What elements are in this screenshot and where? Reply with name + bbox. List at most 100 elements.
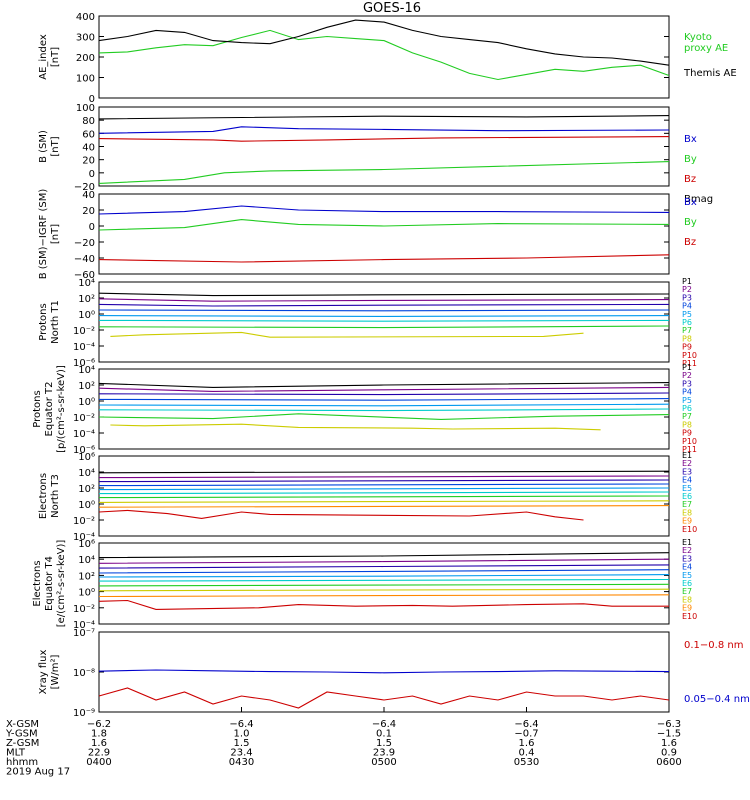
ytick-label: 10⁻² [73,413,95,424]
legend-label: By [684,217,697,228]
legend-label: Bz [684,237,696,248]
series-line-p1 [98,292,670,297]
ytick-label: 200 [76,53,95,64]
footer-value: −6.4 [229,719,253,730]
ytick-label: 10² [78,571,95,582]
ytick-label: 20 [82,206,95,217]
series-line-p4 [98,309,670,312]
series-line-e3 [98,564,670,569]
ytick-label: 10⁶ [78,452,95,463]
series-line-e4 [98,569,670,574]
footer-value: 0400 [86,757,111,768]
ytick-label: 80 [82,116,95,127]
ylabel: North T3 [50,474,61,518]
footer-value: 1.5 [234,738,250,749]
series-line-e3 [98,479,670,483]
ylabel: Electrons [38,473,49,519]
ylabel: North T1 [50,300,61,344]
series-line-bx [98,126,670,134]
series-line-p2 [98,298,670,302]
series-line-p5 [98,403,670,407]
footer-value: −6.4 [372,719,396,730]
legend-label: P8 [682,420,692,429]
footer-ephemeris: −6.21.81.622.90400−6.41.01.523.40430−6.4… [5,707,682,778]
legend-label: E3 [682,467,692,476]
ytick-label: 10⁻² [73,516,95,527]
legend-label: 0.05−0.4 nm [684,694,750,705]
series-line-0.1−0.8-nm [98,687,670,709]
ylabel: Electrons [32,560,43,606]
legend-label: E6 [682,579,692,588]
footer-row-label: Z-GSM [6,738,39,749]
ytick-label: 0 [89,169,95,180]
panel-7: 10⁻⁴ 10⁻² 10⁰ 10² 10⁴ 10⁶ Electrons Equator T4[… [32,538,697,631]
ytick-label: 60 [82,129,95,140]
series-line-p7 [98,413,670,420]
legend-label: Bz [684,174,696,185]
legend-label: P7 [682,412,692,421]
ytick-label: 10⁴ [78,468,95,479]
legend-label: Bx [684,197,697,208]
series-line-e9 [98,594,670,598]
legend-label: P5 [682,310,692,319]
ytick-label: 40 [82,190,95,201]
ytick-label: 10⁻⁶ [73,445,95,456]
legend-label: E2 [682,459,692,468]
ytick-label: 10² [78,484,95,495]
ytick-label: 10⁶ [78,539,95,550]
series-line-e8 [98,588,670,592]
panel-frame [98,281,670,363]
series-line-bx [98,205,670,215]
series-line-e6 [98,578,670,582]
footer-value: 22.9 [88,748,110,759]
legend-label: E9 [682,517,692,526]
legend-label: P1 [682,277,692,286]
panel-8: 10⁻⁹ 10⁻⁸ 10⁻⁷ Xray flux [W/m²] 0.1−0.8 nm 0.0… [38,628,750,719]
series-line-e6 [98,491,670,495]
legend-label: P2 [682,371,692,380]
footer-value: 0430 [229,757,254,768]
series-line-kyoto-proxy-ae [98,29,670,81]
series-line-e1 [98,552,670,559]
ytick-label: 10⁻⁸ [73,668,95,679]
ytick-label: −40 [74,254,95,265]
legend-label: E6 [682,492,692,501]
series-line-p6 [98,319,670,322]
legend-label: E7 [682,587,692,596]
legend-label: P8 [682,334,692,343]
ylabel: [nT] [50,47,61,67]
series-line-by [98,161,670,184]
ytick-label: 10⁰ [78,310,95,321]
series-line-e5 [98,487,670,491]
ytick-label: 10⁴ [78,278,95,289]
legend-label: By [684,154,697,165]
series-line-p8 [110,423,601,431]
ytick-label: 10⁻⁴ [73,620,95,631]
series-line-bmag [98,115,670,120]
footer-value: 23.9 [373,748,395,759]
footer-value: −1.5 [657,729,681,740]
series-line-p5 [98,315,670,317]
legend-label: 0.1−0.8 nm [684,640,743,651]
legend-label: Kyoto [684,32,712,43]
ytick-label: −20 [74,182,95,193]
series-line-p6 [98,408,670,412]
legend-label: E4 [682,476,692,485]
series-line-e7 [98,583,670,587]
series-line-e10 [98,509,584,521]
legend-label: E8 [682,595,692,604]
legend-label: P2 [682,285,692,294]
series-line-0.05−0.4-nm [98,669,670,674]
ytick-label: 10⁻⁹ [73,708,95,719]
series-line-bz [98,136,670,142]
legend-label: P4 [682,302,692,311]
series-line-p3 [98,303,670,307]
legend-label: P4 [682,388,692,397]
legend-label: E10 [682,612,697,621]
ylabel: Protons [32,390,43,427]
legend-label: proxy AE [684,43,728,54]
ytick-label: 10⁴ [78,365,95,376]
